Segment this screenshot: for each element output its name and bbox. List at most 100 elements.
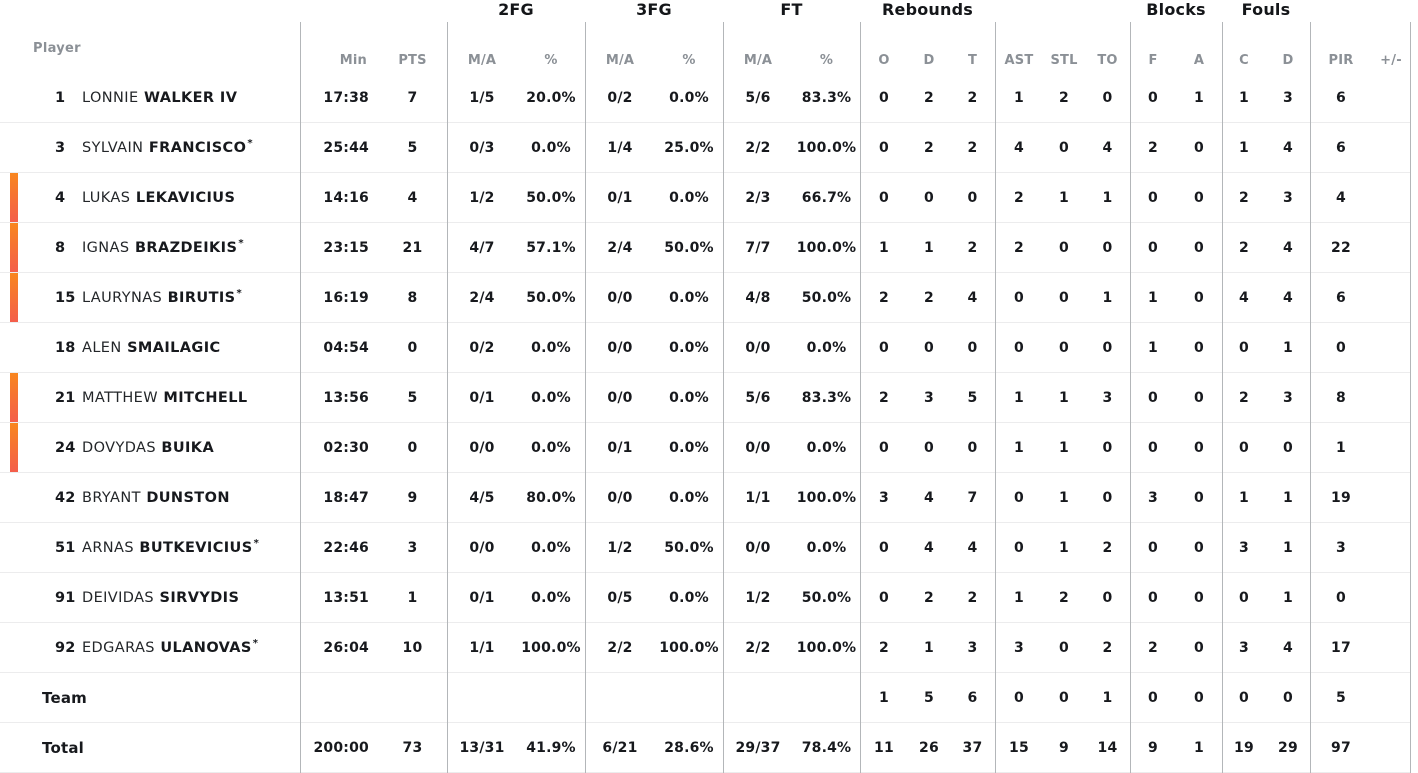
stat-2fg-pct: 0.0% [531,589,571,606]
stat-stl: 9 [1059,739,1069,756]
stat-3fg-pct: 100.0% [659,639,719,656]
stat-3fg-pct: 0.0% [669,439,709,456]
stat-blk-a: 0 [1194,639,1204,656]
stat-ft-pct: 100.0% [796,639,857,656]
stat-min: 22:46 [323,539,369,556]
player-first-name: DEIVIDAS [82,589,155,606]
stat-plus-minus [1372,173,1410,222]
starter-marker: * [247,137,253,149]
column-divider [300,22,301,773]
stat-foul-d: 3 [1283,89,1293,106]
stat-2fg-pct: 50.0% [526,189,576,206]
stat-pts: 5 [407,139,418,156]
stat-to: 3 [1102,389,1113,406]
stat-pts [378,673,447,722]
stat-pir: 19 [1331,489,1351,506]
stat-min: 17:38 [323,89,369,106]
stat-ast: 0 [1014,489,1024,506]
player-name: LUKAS LEKAVICIUS* [82,190,235,206]
stat-ft-pct: 0.0% [806,439,847,456]
player-cell[interactable]: 3 SYLVAIN FRANCISCO* [0,123,300,172]
stat-to: 2 [1102,539,1113,556]
player-last-name: SMAILAGIC [127,339,221,356]
stat-reb-t: 2 [967,139,978,156]
player-first-name: SYLVAIN [82,139,144,156]
stat-plus-minus [1372,73,1410,122]
player-name: EDGARAS ULANOVAS* [82,638,258,656]
player-number: 18 [55,339,76,356]
stat-2fg-ma: 0/0 [469,539,495,556]
stat-to: 0 [1102,89,1113,106]
player-last-name: BIRUTIS [167,289,236,306]
player-cell[interactable]: 92 EDGARAS ULANOVAS* [0,623,300,672]
stat-reb-o: 0 [879,539,889,556]
stat-reb-t: 37 [962,739,983,756]
stat-min: 14:16 [323,189,369,206]
player-cell[interactable]: 1 LONNIE WALKER IV* [0,73,300,122]
player-number: 4 [55,189,66,206]
stat-reb-d: 2 [924,139,934,156]
stat-3fg-ma: 1/2 [607,539,633,556]
player-name: LONNIE WALKER IV* [82,90,237,106]
stat-pts: 4 [407,189,418,206]
stat-ast: 1 [1014,589,1024,606]
group-header-blocks: Blocks [1146,0,1206,19]
stat-reb-t: 7 [967,489,978,506]
stat-plus-minus [1372,523,1410,572]
stat-2fg-pct: 0.0% [531,389,571,406]
player-row: 8 IGNAS BRAZDEIKIS* 23:15 21 4/7 57.1% 2/4 50… [0,223,1410,273]
stat-blk-a: 0 [1194,139,1204,156]
stat-to: 0 [1102,589,1113,606]
stat-3fg-pct: 25.0% [664,139,714,156]
player-cell[interactable]: 24 DOVYDAS BUIKA* [0,423,300,472]
stat-blk-a: 0 [1194,339,1204,356]
column-header-pts: PTS [398,53,427,68]
player-cell[interactable]: 91 DEIVIDAS SIRVYDIS* [0,573,300,622]
player-cell[interactable]: 8 IGNAS BRAZDEIKIS* [0,223,300,272]
stat-ft-ma: 0/0 [745,539,771,556]
player-name: BRYANT DUNSTON* [82,490,230,506]
starter-marker: * [238,237,244,249]
stat-ft-ma: 1/1 [745,489,771,506]
stat-ft-ma: 0/0 [745,339,771,356]
stat-ft-ma: 7/7 [745,239,771,256]
stat-2fg-ma: 1/1 [469,639,495,656]
player-cell[interactable]: 21 MATTHEW MITCHELL* [0,373,300,422]
stat-ft-ma: 5/6 [745,89,771,106]
player-cell[interactable]: 42 BRYANT DUNSTON* [0,473,300,522]
stat-foul-c: 0 [1239,589,1249,606]
stat-foul-c: 2 [1239,189,1249,206]
player-cell[interactable]: 4 LUKAS LEKAVICIUS* [0,173,300,222]
stat-reb-d: 0 [924,339,934,356]
column-header-blk-a: A [1193,53,1205,68]
stat-blk-f: 9 [1148,739,1158,756]
stat-3fg-ma: 1/4 [607,139,633,156]
player-row: 24 DOVYDAS BUIKA* 02:30 0 0/0 0.0% 0/1 0.0% 0/… [0,423,1410,473]
stat-to: 2 [1102,639,1113,656]
table-header: Player Min PTS M/A% M/A% M/A% O D T AST STL TO F A C D… [0,0,1418,73]
stat-reb-t: 6 [967,689,978,706]
player-cell[interactable]: 18 ALEN SMAILAGIC* [0,323,300,372]
stat-ft-pct: 100.0% [796,139,857,156]
player-cell[interactable]: 51 ARNAS BUTKEVICIUS* [0,523,300,572]
stat-3fg-ma: 0/5 [607,589,633,606]
stat-2fg-pct: 100.0% [521,639,581,656]
stat-3fg-pct: 0.0% [669,189,709,206]
summary-label: Team [42,688,87,707]
stat-blk-a: 0 [1194,239,1204,256]
stat-reb-t: 2 [967,239,978,256]
stat-ft-pct: 50.0% [801,289,852,306]
column-header-stl: STL [1050,53,1078,68]
spacer-cell [0,53,300,73]
stat-3fg-pct: 0.0% [669,289,709,306]
stat-ft-pct: 83.3% [801,89,852,106]
stat-ft-pct [793,673,860,722]
stat-ft-ma: 29/37 [735,739,781,756]
stat-ast: 0 [1014,289,1024,306]
stat-3fg-pct: 0.0% [669,389,709,406]
stat-plus-minus [1372,123,1410,172]
stat-reb-t: 2 [967,589,978,606]
stat-reb-t: 5 [967,389,978,406]
stat-ast: 1 [1014,439,1024,456]
player-cell[interactable]: 15 LAURYNAS BIRUTIS* [0,273,300,322]
